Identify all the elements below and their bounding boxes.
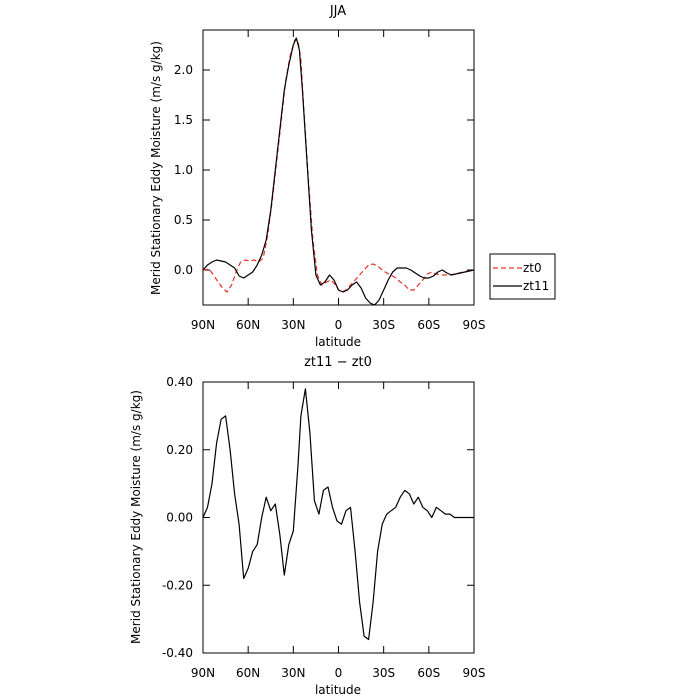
x-tick-label: 30S — [372, 318, 395, 332]
x-tick-label: 90S — [463, 318, 486, 332]
x-tick-label: 60N — [236, 666, 260, 680]
x-tick-label: 30S — [372, 666, 395, 680]
x-tick-label: 0 — [335, 666, 343, 680]
legend-box — [489, 253, 556, 300]
x-tick-label: 30N — [281, 318, 305, 332]
y-tick-label: 0.40 — [166, 375, 193, 389]
x-axis-label: latitude — [315, 683, 361, 697]
x-tick-label: 60S — [417, 318, 440, 332]
x-tick-label: 30N — [281, 666, 305, 680]
chart-title-difference: zt11 − zt0 — [304, 355, 372, 370]
y-tick-label: 1.5 — [174, 113, 193, 127]
plot-frame — [202, 29, 475, 306]
x-tick-label: 90S — [463, 666, 486, 680]
y-tick-label: 2.0 — [174, 63, 193, 77]
y-tick-label: 0.00 — [166, 511, 193, 525]
chart-panel-jja: JJA 0.00.51.01.52.0 90N 60N 30N 0 30S 60S 90S … — [149, 4, 556, 349]
plot-frame — [202, 381, 475, 654]
x-axis-label: latitude — [315, 335, 361, 349]
y-tick-label: -0.40 — [162, 646, 193, 660]
x-tick-label: 90N — [191, 666, 215, 680]
series-layer — [202, 37, 475, 306]
x-tick-label: 90N — [191, 318, 215, 332]
y-tick-label: 0.20 — [166, 443, 193, 457]
chart-title-jja: JJA — [329, 4, 346, 19]
series-line-zt11 — [202, 37, 475, 306]
y-axis-label: Merid Stationary Eddy Moisture (m/s g/kg… — [149, 41, 163, 295]
y-tick-label: 0.5 — [174, 213, 193, 227]
x-tick-label: 60N — [236, 318, 260, 332]
y-tick-label: -0.20 — [162, 578, 193, 592]
y-tick-label: 1.0 — [174, 163, 193, 177]
series-line-series-0 — [202, 388, 474, 641]
chart-panel-difference: zt11 − zt0 -0.40 -0.20 0.00 0.20 0.40 90N 60N… — [129, 355, 485, 697]
y-axis: -0.40 -0.20 0.00 0.20 0.40 — [162, 375, 474, 660]
y-axis-label: Merid Stationary Eddy Moisture (m/s g/kg… — [129, 390, 143, 644]
y-tick-label: 0.0 — [174, 263, 193, 277]
legend-label-zt0: zt0 — [523, 261, 542, 275]
series-layer — [202, 388, 474, 641]
x-tick-label: 60S — [417, 666, 440, 680]
series-line-zt0 — [202, 39, 475, 293]
legend-label-zt11: zt11 — [523, 279, 549, 293]
legend: zt0 zt11 — [489, 253, 556, 300]
x-axis: 90N 60N 30N 0 30S 60S 90S — [191, 382, 486, 680]
y-axis: 0.0 0.5 1.0 1.5 2.0 — [174, 63, 474, 277]
x-axis: 90N 60N 30N 0 30S 60S 90S — [191, 30, 486, 332]
x-tick-label: 0 — [335, 318, 343, 332]
